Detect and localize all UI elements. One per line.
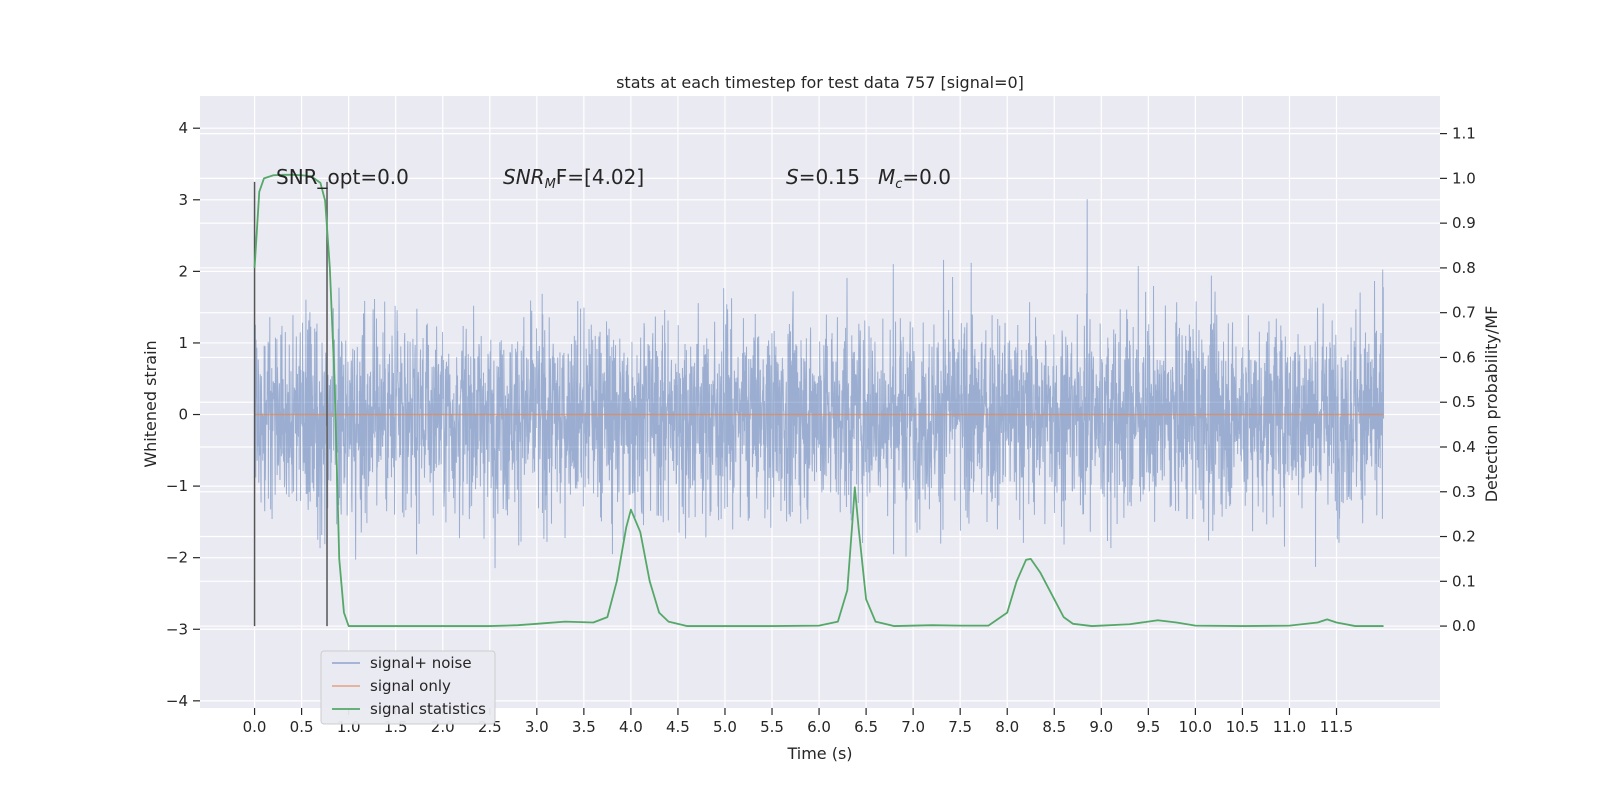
x-tick-label: 5.0 (713, 718, 737, 736)
legend-label-signal-only: signal only (370, 677, 451, 695)
y-tick-label-left: 0 (178, 406, 188, 424)
x-tick-label: 11.5 (1320, 718, 1353, 736)
y-ticks-right: 1.1 1.0 0.9 0.8 0.7 0.6 0.5 0.4 0.3 0.2 0.1 0.0 (1440, 125, 1476, 635)
annotation-snr-mf-subscript: M (545, 177, 556, 192)
x-tick-label: 9.5 (1136, 718, 1160, 736)
y-tick-label-left: −4 (166, 692, 188, 710)
annotation-snr-opt: SNR_opt=0.0 (276, 165, 409, 189)
annotation-snr-mf-symbol: SNR (503, 165, 545, 189)
annotation-s-and-mc: S=0.15 Mc=0.0 (786, 165, 951, 192)
annotation-mc-subscript: c (895, 177, 902, 192)
annotation-mc-symbol: M (878, 165, 895, 189)
y-tick-label-left: 4 (178, 119, 188, 137)
y-tick-label-right: 1.1 (1452, 125, 1476, 143)
legend: signal+ noise signal only signal statist… (320, 650, 496, 725)
y-tick-label-right: 0.7 (1452, 304, 1476, 322)
y-tick-label-left: −2 (166, 549, 188, 567)
y-tick-label-right: 0.1 (1452, 572, 1476, 590)
y-tick-label-right: 0.6 (1452, 348, 1476, 366)
x-tick-label: 5.5 (760, 718, 784, 736)
x-tick-label: 4.5 (666, 718, 690, 736)
y-tick-label-right: 0.8 (1452, 259, 1476, 277)
x-tick-label: 3.5 (572, 718, 596, 736)
y-tick-label-left: −1 (166, 477, 188, 495)
y-tick-label-left: 2 (178, 262, 188, 280)
x-tick-label: 8.0 (995, 718, 1019, 736)
y-tick-label-left: 3 (178, 191, 188, 209)
y-tick-label-left: 1 (178, 334, 188, 352)
annotation-s-value: =0.15 (799, 165, 860, 189)
annotation-snr-mf: SNRMF=[4.02] (503, 165, 644, 192)
chart-title: stats at each timestep for test data 757… (616, 73, 1024, 92)
y-tick-label-right: 0.5 (1452, 393, 1476, 411)
x-tick-label: 10.5 (1226, 718, 1259, 736)
y-axis-label-right: Detection probability/MF (1482, 306, 1501, 503)
x-tick-label: 6.0 (807, 718, 831, 736)
x-tick-label: 8.5 (1042, 718, 1066, 736)
x-tick-label: 10.0 (1179, 718, 1212, 736)
x-tick-label: 6.5 (854, 718, 878, 736)
y-tick-label-right: 0.0 (1452, 617, 1476, 635)
y-tick-label-right: 0.3 (1452, 483, 1476, 501)
series-signal-noise (254, 199, 1385, 569)
annotation-s-symbol: S (786, 165, 799, 189)
x-tick-label: 4.0 (619, 718, 643, 736)
legend-label-signal-noise: signal+ noise (370, 654, 472, 672)
x-tick-label: 7.0 (901, 718, 925, 736)
x-axis-label: Time (s) (786, 744, 852, 763)
x-tick-label: 9.0 (1089, 718, 1113, 736)
x-tick-label: 0.0 (243, 718, 267, 736)
legend-label-signal-statistics: signal statistics (370, 700, 486, 718)
series-signal-noise-line (254, 199, 1385, 569)
x-tick-label: 3.0 (525, 718, 549, 736)
series-signal-statistics (253, 173, 1384, 627)
y-tick-label-right: 0.9 (1452, 214, 1476, 232)
y-ticks-left: 4 3 2 1 0 −1 −2 −3 −4 (166, 119, 200, 710)
annotation-snr-mf-rest: F=[4.02] (556, 165, 644, 189)
y-tick-label-right: 0.4 (1452, 438, 1476, 456)
x-tick-label: 7.5 (948, 718, 972, 736)
legend-box (320, 650, 496, 725)
y-tick-label-right: 0.2 (1452, 528, 1476, 546)
y-tick-label-left: −3 (166, 620, 188, 638)
y-tick-label-right: 1.0 (1452, 169, 1476, 187)
x-tick-label: 11.0 (1273, 718, 1306, 736)
annotation-mc-value: =0.0 (902, 165, 951, 189)
y-axis-label-left: Whitened strain (141, 340, 160, 467)
x-tick-label: 0.5 (290, 718, 314, 736)
series-signal-statistics-line (253, 173, 1384, 627)
